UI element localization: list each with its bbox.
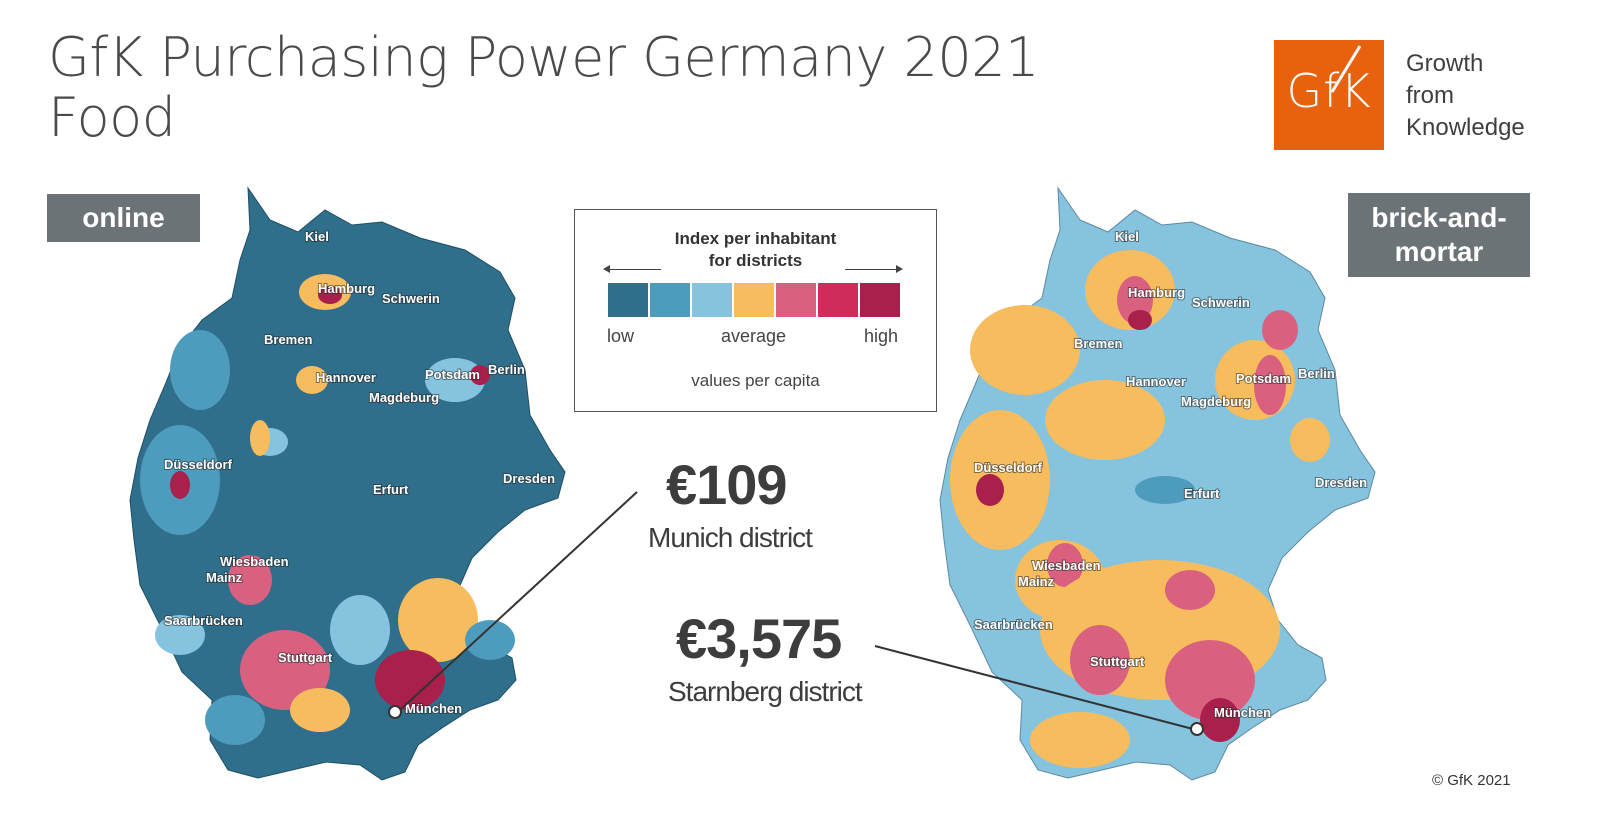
legend-average-label: average xyxy=(721,326,787,346)
city-label: Wiesbaden xyxy=(220,554,289,569)
legend-swatch xyxy=(608,283,648,317)
legend-title-line-2: for districts xyxy=(708,251,803,270)
brick-and-mortar-city-labels: Kiel Hamburg Schwerin Bremen Hannover Po… xyxy=(973,228,1368,721)
city-label: Hamburg xyxy=(318,281,375,296)
city-label: Düsseldorf xyxy=(164,457,233,472)
tagline-line-3: Knowledge xyxy=(1406,114,1525,141)
starnberg-callout-line xyxy=(874,645,1194,730)
city-label: Bremen xyxy=(264,332,312,347)
munich-value: €109 xyxy=(666,453,788,516)
legend: Index per inhabitant for districts low a… xyxy=(574,209,937,412)
city-label: München xyxy=(405,701,462,716)
legend-title-line-1: Index per inhabitant xyxy=(674,229,837,248)
city-label: Dresden xyxy=(1315,475,1367,490)
logo-slash-icon xyxy=(1330,45,1362,93)
page-title: GfK Purchasing Power Germany 2021 Food xyxy=(48,28,1039,148)
logo-text: GfK xyxy=(1286,64,1372,118)
munich-label: Munich district xyxy=(648,522,813,553)
munich-callout-line xyxy=(397,491,638,713)
legend-swatch xyxy=(650,283,690,317)
starnberg-value: €3,575 xyxy=(676,607,842,670)
legend-color-scale xyxy=(608,283,902,317)
copyright: © GfK 2021 xyxy=(1432,772,1511,789)
starnberg-marker-icon xyxy=(1190,722,1204,736)
city-label: Wiesbaden xyxy=(1032,558,1101,573)
legend-swatch xyxy=(818,283,858,317)
city-label: Potsdam xyxy=(1236,371,1291,386)
city-label: Stuttgart xyxy=(278,650,333,665)
city-label: Magdeburg xyxy=(369,390,439,405)
legend-high-label: high xyxy=(864,326,899,346)
city-label: Magdeburg xyxy=(1181,394,1251,409)
city-label: Kiel xyxy=(1115,229,1139,244)
tagline-line-1: Growth xyxy=(1406,50,1484,77)
city-label: Kiel xyxy=(305,229,329,244)
city-label: Saarbrücken xyxy=(974,617,1053,632)
arrow-right-icon xyxy=(845,265,903,273)
legend-swatch xyxy=(734,283,774,317)
online-map: Kiel Hamburg Schwerin Bremen Hannover Po… xyxy=(129,186,566,781)
city-label: Schwerin xyxy=(382,291,440,306)
legend-low-label: low xyxy=(607,326,635,346)
city-label: Erfurt xyxy=(373,482,409,497)
city-label: Mainz xyxy=(206,570,243,585)
city-label: Hannover xyxy=(1126,374,1186,389)
munich-marker-icon xyxy=(388,705,402,719)
brick-and-mortar-map: Kiel Hamburg Schwerin Bremen Hannover Po… xyxy=(939,186,1376,781)
city-label: Schwerin xyxy=(1192,295,1250,310)
tagline-line-2: from xyxy=(1406,82,1454,109)
city-label: Mainz xyxy=(1018,574,1055,589)
online-badge: online xyxy=(47,194,200,242)
city-label: Stuttgart xyxy=(1090,654,1145,669)
online-district-patches xyxy=(140,274,515,745)
logo-tagline: Growth from Knowledge xyxy=(1406,48,1525,144)
legend-note: values per capita xyxy=(691,371,820,390)
gfk-logo: GfK xyxy=(1274,40,1384,150)
city-label: Berlin xyxy=(488,362,525,377)
city-label: Dresden xyxy=(503,471,555,486)
arrow-left-icon xyxy=(603,265,661,273)
city-label: Saarbrücken xyxy=(164,613,243,628)
city-label: Bremen xyxy=(1074,336,1122,351)
city-label: Berlin xyxy=(1298,366,1335,381)
city-label: Erfurt xyxy=(1184,486,1220,501)
city-label: München xyxy=(1214,705,1271,720)
title-line-1: GfK Purchasing Power Germany 2021 xyxy=(48,26,1039,89)
brick-and-mortar-district-patches xyxy=(950,250,1330,768)
title-line-2: Food xyxy=(48,86,176,149)
legend-title: Index per inhabitant for districts xyxy=(575,228,936,272)
city-label: Potsdam xyxy=(425,367,480,382)
legend-swatch xyxy=(692,283,732,317)
online-city-labels: Kiel Hamburg Schwerin Bremen Hannover Po… xyxy=(163,228,556,717)
legend-swatch xyxy=(860,283,900,317)
starnberg-label: Starnberg district xyxy=(668,676,863,707)
brick-and-mortar-badge: brick-and- mortar xyxy=(1348,193,1530,277)
city-label: Hannover xyxy=(316,370,376,385)
city-label: Hamburg xyxy=(1128,285,1185,300)
city-label: Düsseldorf xyxy=(974,460,1043,475)
legend-swatch xyxy=(776,283,816,317)
